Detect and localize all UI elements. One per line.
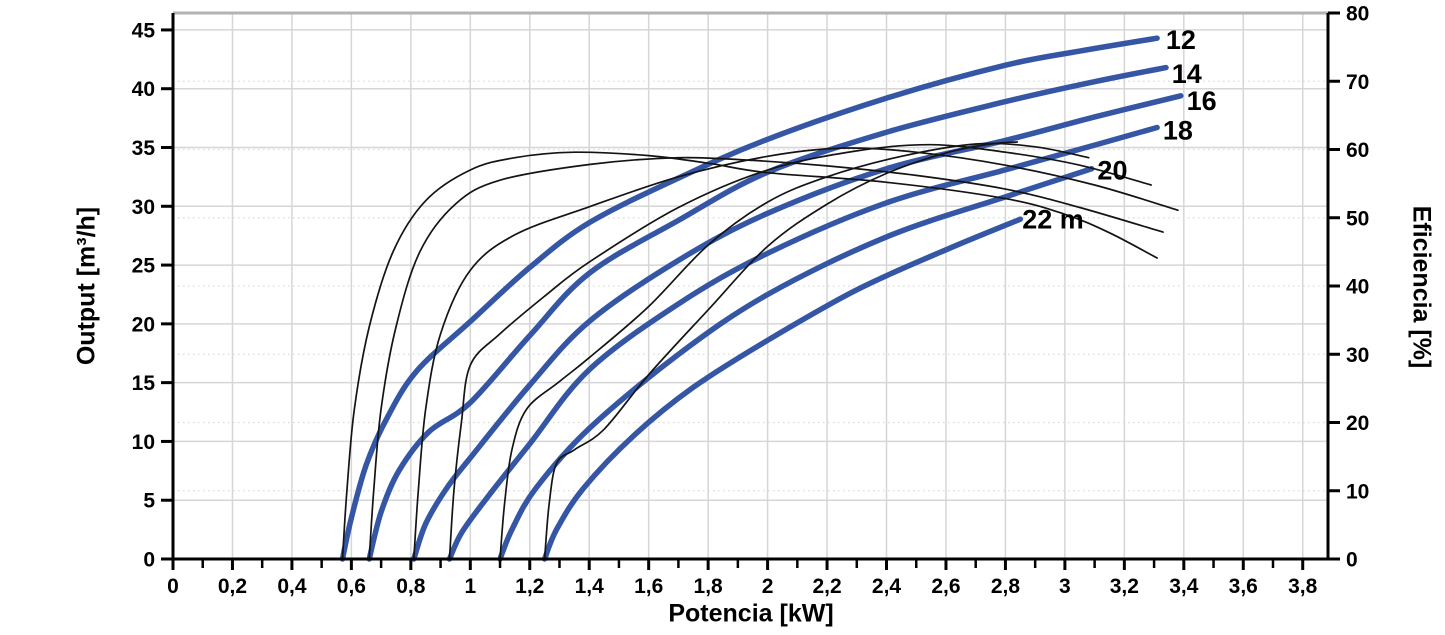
x-tick-label: 0: [167, 575, 179, 598]
x-tick-label: 3,2: [1110, 575, 1139, 598]
x-tick-label: 3,6: [1229, 575, 1258, 598]
curve-label-16: 16: [1187, 86, 1217, 116]
x-tick-label: 1,8: [694, 575, 724, 598]
x-axis-title: Potencia [kW]: [668, 599, 834, 628]
y-right-tick-label: 40: [1346, 276, 1369, 299]
curve-label-14: 14: [1172, 59, 1202, 89]
power-curve-12: [339, 35, 1160, 562]
x-tick-label: 0,4: [277, 575, 307, 598]
efficiency-curve-18: [448, 143, 1152, 560]
axes: [171, 13, 1330, 561]
x-tick-label: 2: [762, 575, 774, 598]
x-tick-label: 1,2: [515, 575, 544, 598]
power-curve-22: [541, 216, 1024, 562]
gridlines-dotted: [173, 80, 1328, 492]
gridlines: [173, 13, 1328, 559]
efficiency-curves: [341, 141, 1179, 560]
curve-label-20: 20: [1097, 155, 1127, 185]
y-left-tick-label: 35: [132, 137, 156, 160]
tick-labels: 0 0,2 0,4 0,6 0,8 1 1,2 1,4 1,6 1,8 2 2,2 2,4 2,6 2,8 3…: [132, 3, 1370, 599]
x-tick-label: 3,8: [1288, 575, 1318, 598]
power-curve-16: [411, 93, 1184, 562]
x-tick-label: 1,4: [575, 575, 605, 598]
y-axis-title-right: Eficiencia [%]: [1407, 205, 1436, 369]
curve-label-22: 22 m: [1022, 205, 1084, 235]
x-tick-label: 0,6: [337, 575, 366, 598]
y-left-tick-label: 45: [132, 19, 156, 42]
x-tick-label: 3,4: [1169, 575, 1199, 598]
power-curve-20: [497, 165, 1095, 562]
y-left-tick-label: 0: [143, 549, 155, 572]
y-right-tick-label: 50: [1346, 207, 1369, 230]
y-right-tick-label: 20: [1346, 412, 1369, 435]
efficiency-curve-22: [543, 141, 1019, 560]
y-left-tick-label: 15: [132, 372, 156, 395]
efficiency-curve-12: [341, 151, 1158, 560]
y-left-tick-label: 25: [132, 255, 156, 278]
y-right-tick-label: 70: [1346, 71, 1369, 94]
x-tick-label: 0,8: [396, 575, 426, 598]
y-left-tick-label: 5: [143, 490, 155, 513]
y-axis-title-left: Output [m³/h]: [72, 206, 101, 366]
curve-label-18: 18: [1163, 115, 1193, 145]
x-tick-label: 1,6: [634, 575, 663, 598]
y-right-tick-label: 10: [1346, 480, 1369, 503]
efficiency-curve-16: [412, 147, 1179, 560]
curve-label-12: 12: [1166, 25, 1196, 55]
power-curve-18: [446, 124, 1160, 562]
tick-marks: [161, 11, 1340, 570]
y-right-tick-label: 0: [1346, 549, 1358, 572]
efficiency-curve-14: [368, 156, 1164, 560]
x-tick-label: 2,8: [991, 575, 1021, 598]
y-left-tick-label: 10: [132, 431, 155, 454]
x-tick-label: 1: [464, 575, 476, 598]
x-tick-label: 0,2: [218, 575, 247, 598]
y-right-tick-label: 80: [1346, 3, 1369, 26]
efficiency-curve-20: [499, 142, 1090, 560]
y-left-tick-label: 20: [132, 313, 155, 336]
power-curve-14: [366, 64, 1169, 562]
y-left-tick-label: 40: [132, 78, 155, 101]
x-tick-label: 3: [1059, 575, 1071, 598]
y-left-tick-label: 30: [132, 196, 155, 219]
power-curves: [339, 35, 1184, 562]
x-tick-label: 2,4: [872, 575, 902, 598]
y-right-tick-label: 60: [1346, 139, 1369, 162]
y-right-tick-label: 30: [1346, 344, 1369, 367]
x-tick-label: 2,2: [812, 575, 841, 598]
x-tick-label: 2,6: [931, 575, 960, 598]
